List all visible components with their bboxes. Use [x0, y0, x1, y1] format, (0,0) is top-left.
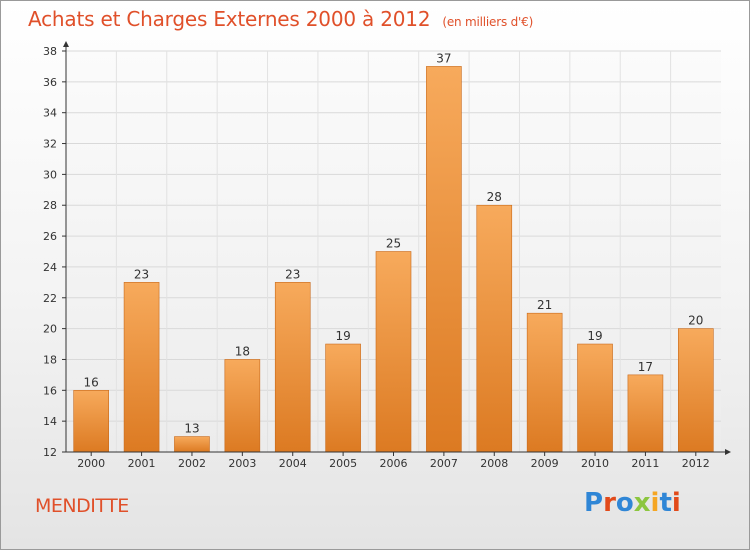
y-tick-label: 22: [43, 292, 57, 305]
bar-value-label: 17: [638, 360, 653, 374]
bar-value-label: 20: [688, 314, 703, 328]
bar-value-label: 19: [335, 329, 350, 343]
y-tick-label: 16: [43, 384, 57, 397]
y-tick-label: 24: [43, 261, 57, 274]
bar-value-label: 18: [235, 344, 250, 358]
y-tick-label: 14: [43, 415, 57, 428]
y-axis-arrow: [63, 41, 69, 47]
logo-letter: t: [659, 488, 672, 518]
y-tick-label: 30: [43, 168, 57, 181]
labels-layer: 12 14 16 18 20 22 24 26 28 30 32 34 36 38 16 2000 23 2001…: [43, 45, 710, 470]
axis-layer: [62, 41, 731, 456]
logo-letter: r: [603, 488, 616, 518]
bar: [678, 328, 714, 453]
x-tick-label: 2003: [228, 457, 256, 470]
y-tick-label: 38: [43, 45, 57, 58]
bar-value-label: 19: [587, 329, 602, 343]
logo-letter: o: [615, 488, 634, 518]
bar-value-label: 13: [184, 422, 199, 436]
y-tick-label: 20: [43, 323, 57, 336]
x-tick-label: 2010: [581, 457, 609, 470]
proxiti-logo[interactable]: Proxiti: [584, 488, 681, 518]
logo-letter: i: [671, 488, 681, 518]
bar-value-label: 37: [436, 51, 451, 65]
logo-letter: x: [633, 488, 651, 518]
bar-value-label: 21: [537, 298, 552, 312]
x-tick-label: 2004: [279, 457, 307, 470]
bar: [174, 436, 210, 453]
bar: [224, 359, 261, 453]
commune-name: MENDITTE: [35, 495, 129, 517]
bar: [476, 204, 513, 453]
chart-subtitle: (en milliers d'€): [442, 15, 534, 29]
x-tick-label: 2012: [682, 457, 710, 470]
chart-title: Achats et Charges Externes 2000 à 2012 (e…: [28, 7, 533, 31]
bar-value-label: 23: [285, 267, 300, 281]
bars-layer: [73, 66, 714, 453]
logo-letter: P: [584, 488, 604, 518]
bar-value-label: 16: [84, 375, 99, 389]
x-tick-label: 2000: [77, 457, 105, 470]
logo-letter: i: [650, 488, 660, 518]
y-tick-label: 26: [43, 230, 57, 243]
y-tick-label: 28: [43, 199, 57, 212]
x-tick-label: 2001: [128, 457, 156, 470]
x-tick-label: 2009: [531, 457, 559, 470]
bar: [325, 343, 361, 453]
bar: [526, 312, 563, 453]
bar: [577, 343, 613, 453]
y-tick-label: 34: [43, 107, 57, 120]
y-tick-label: 18: [43, 353, 57, 366]
x-tick-label: 2007: [430, 457, 458, 470]
x-tick-label: 2008: [480, 457, 508, 470]
y-tick-label: 12: [43, 446, 57, 459]
bar: [274, 282, 311, 453]
bar-value-label: 23: [134, 267, 149, 281]
bar-value-label: 28: [487, 190, 502, 204]
bar: [375, 251, 412, 453]
x-tick-label: 2002: [178, 457, 206, 470]
y-tick-label: 36: [43, 76, 57, 89]
chart-title-text: Achats et Charges Externes 2000 à 2012: [28, 7, 431, 31]
x-tick-label: 2011: [631, 457, 659, 470]
bar: [123, 282, 160, 453]
bar-value-label: 25: [386, 237, 401, 251]
bar: [627, 374, 664, 453]
bar: [73, 390, 109, 453]
bar: [426, 66, 462, 453]
y-tick-label: 32: [43, 138, 57, 151]
x-axis-arrow: [725, 449, 731, 455]
x-tick-label: 2005: [329, 457, 357, 470]
x-tick-label: 2006: [380, 457, 408, 470]
